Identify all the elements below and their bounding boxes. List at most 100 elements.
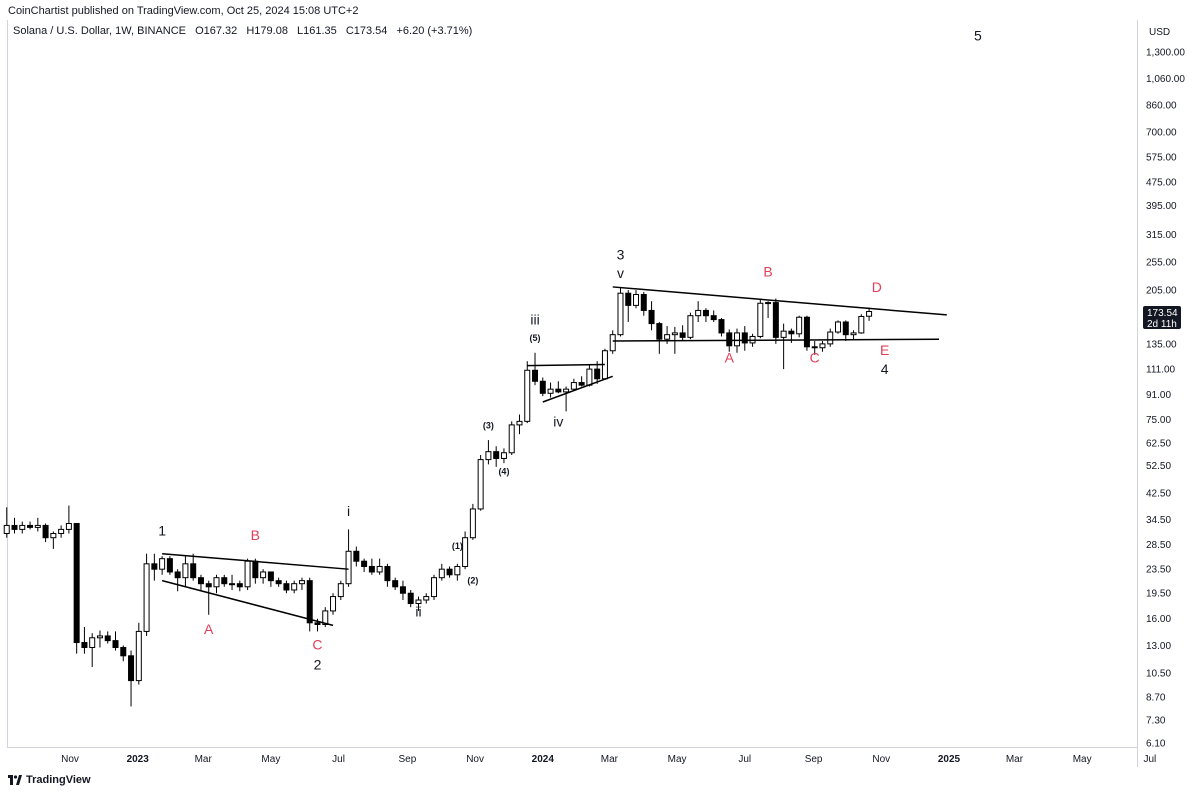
price-tick-label: 205.00 [1146,286,1177,297]
price-tick-label: 19.50 [1146,589,1171,600]
publisher-header: CoinChartist published on TradingView.co… [8,5,359,17]
candle-bull [322,610,329,625]
candle-bear [532,369,539,382]
candle-bear [788,330,795,335]
candle-bear [811,346,818,349]
time-tick-label: Nov [61,754,79,765]
wave-label: 4 [881,361,889,377]
candle-bull [485,451,492,461]
candle-bull [182,563,189,579]
trendline-leading-diagonal-upper[interactable] [162,552,349,570]
symbol-info-line: Solana / U.S. Dollar, 1W, BINANCE O167.3… [13,25,478,37]
candle-bear [399,586,406,594]
price-tick-label: 75.00 [1146,415,1171,426]
candle-bear [726,332,733,347]
trendline-triangle-lower[interactable] [612,338,940,342]
candle-bear [120,646,127,657]
candle-bull [244,560,251,588]
candle-bull [50,532,57,539]
candle-bear [842,321,849,336]
candle-bear [741,332,748,344]
candle-bull [586,368,593,386]
wave-label: (3) [483,421,494,431]
trendline-wave-iv-lower[interactable] [542,375,613,403]
price-change: +6.20 (+3.71%) [396,25,473,37]
trendlines-layer [161,286,947,627]
candle-bull [516,420,523,426]
candle-bear [252,560,259,579]
price-tick-label: 860.00 [1146,101,1177,112]
wave-label: iii [530,311,539,327]
candle-bull [765,302,772,305]
candle-bear [594,368,601,380]
candle-bull [65,522,72,530]
ohlc-close: C173.54 [345,25,388,37]
price-tick-label: 8.70 [1146,693,1166,704]
candle-bull [3,524,10,534]
candle-bear [803,316,810,348]
candle-bear [174,571,181,579]
candle-bear [679,332,686,338]
candle-bull [866,311,873,317]
trendline-wave-iv-upper[interactable] [527,363,605,367]
trendline-leading-diagonal-lower[interactable] [161,579,334,627]
wave-label: i [347,503,350,519]
candle-bear [407,592,414,605]
candle-bull [500,452,507,459]
candle-bear [625,292,632,306]
ohlc-high: H179.08 [246,25,288,37]
candle-bull [477,459,484,510]
price-tick-label: 16.00 [1146,614,1171,625]
candle-bear [221,577,228,585]
candle-bull [337,583,344,598]
current-price-tag: 173.54 2d 11h [1143,306,1181,330]
candle-bear [578,382,585,386]
candle-bear [197,577,204,585]
candle-bull [454,565,461,576]
candle-bear [104,635,111,642]
price-tick-label: 255.00 [1146,257,1177,268]
price-tick-label: 62.50 [1146,439,1171,450]
wave-label: ii [415,603,421,619]
time-tick-label: Sep [805,754,823,765]
trendline-triangle-upper[interactable] [612,286,947,316]
candle-bear [702,309,709,317]
candle-bear [42,524,49,539]
time-tick-label: Jul [332,754,345,765]
time-tick-label: May [261,754,280,765]
candle-bull [415,599,422,605]
candle-bull [563,388,570,393]
candle-bull [423,596,430,601]
wave-label: C [810,349,820,365]
candle-bull [687,315,694,338]
candle-bear [361,560,368,567]
candle-bull [796,316,803,335]
candle-bull [664,334,671,340]
candle-bull [159,558,166,570]
price-tick-label: 575.00 [1146,153,1177,164]
price-tick-label: 700.00 [1146,127,1177,138]
tradingview-logo-text: TradingView [26,774,91,786]
price-tag-countdown: 2d 11h [1147,319,1177,330]
price-axis-border [1137,20,1138,767]
candle-bull [695,309,702,317]
wave-label: 3 [617,246,625,262]
tradingview-brand[interactable]: TradingView [8,774,91,786]
wave-label: (2) [467,576,478,586]
price-tick-label: 52.50 [1146,461,1171,472]
candle-bull [438,568,445,579]
candle-bull [260,571,267,579]
candle-bull [135,630,142,682]
time-tick-label: Jul [1143,754,1156,765]
time-tick-label: Mar [601,754,619,765]
time-tick-label: Sep [398,754,416,765]
symbol-name[interactable]: Solana / U.S. Dollar, 1W, BINANCE [13,25,187,37]
tradingview-logo-icon [8,775,22,785]
candle-bear [151,563,158,570]
candle-bull [524,369,531,422]
candle-bear [539,380,546,394]
candle-bull [508,424,515,454]
candle-bear [81,642,88,648]
price-tick-label: 1,060.00 [1146,74,1185,85]
